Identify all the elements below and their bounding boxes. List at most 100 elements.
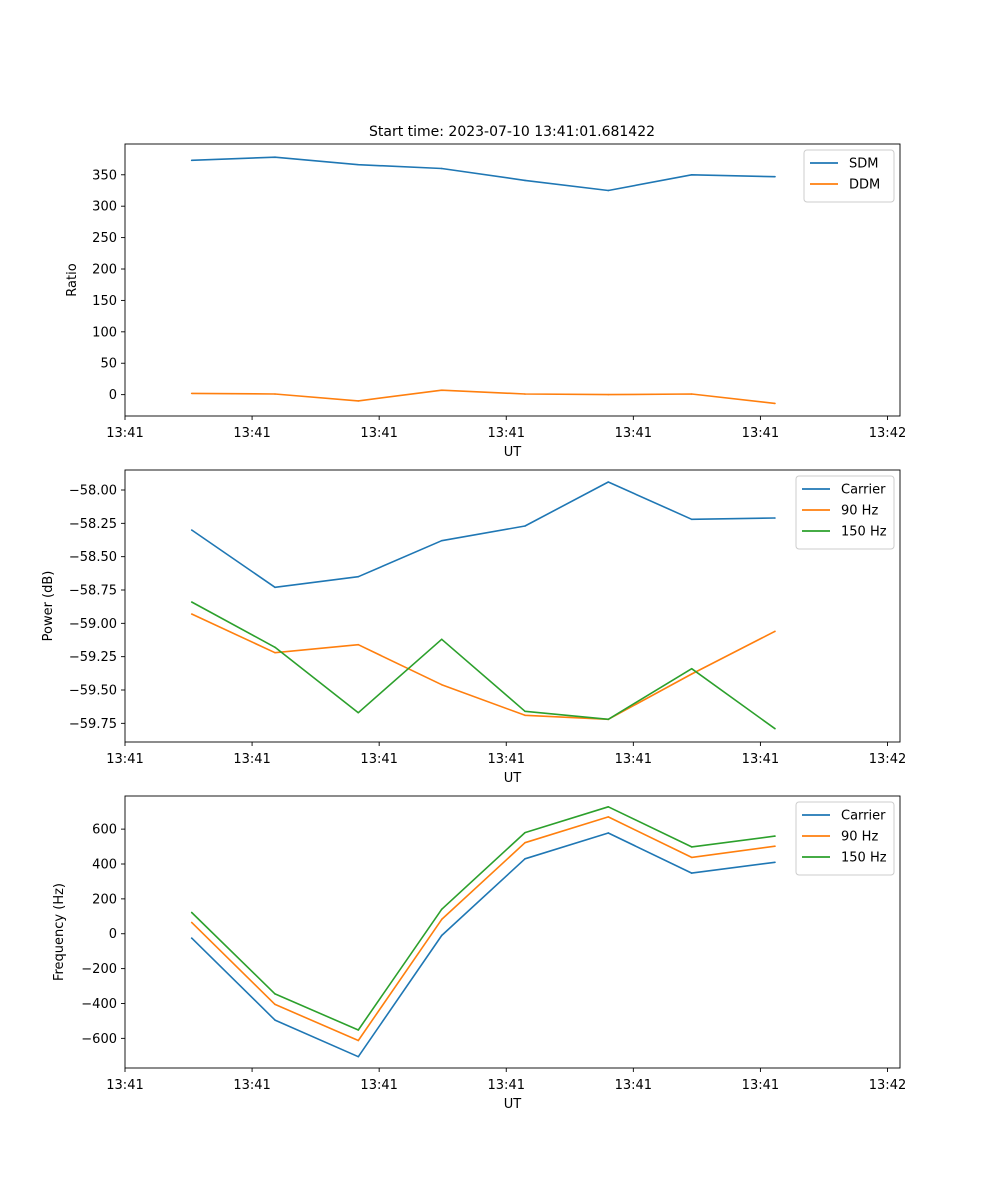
x-tick-label: 13:41 xyxy=(106,752,143,767)
y-tick-label: −200 xyxy=(81,962,117,977)
x-tick-label: 13:42 xyxy=(869,752,906,767)
data-point-carrier xyxy=(607,481,610,483)
y-tick-label: 300 xyxy=(92,200,117,215)
y-tick-label: −400 xyxy=(81,997,117,1012)
data-point-carrier xyxy=(690,518,693,521)
data-point-carrier xyxy=(774,517,776,519)
series-sdm xyxy=(190,156,776,192)
data-point-150-hz xyxy=(190,911,193,914)
data-point-sdm xyxy=(607,189,610,192)
series-carrier xyxy=(190,481,776,589)
x-axis-label: UT xyxy=(504,445,522,460)
legend: Carrier 90 Hz 150 Hz xyxy=(795,801,895,876)
legend: Carrier 90 Hz 150 Hz xyxy=(795,475,895,550)
y-axis-label: Ratio xyxy=(65,263,80,296)
data-point-carrier xyxy=(774,861,776,864)
data-point-ddm xyxy=(774,402,776,405)
y-axis-label: Frequency (Hz) xyxy=(52,883,67,981)
data-point-90-hz xyxy=(690,856,693,859)
legend-label-carrier: Carrier xyxy=(841,483,886,498)
data-point-ddm xyxy=(690,393,693,395)
data-point-ddm xyxy=(440,389,443,392)
data-point-carrier xyxy=(274,1019,276,1021)
y-tick-label: 350 xyxy=(92,168,117,183)
data-point-carrier xyxy=(274,586,276,589)
data-point-ddm xyxy=(524,393,526,395)
data-point-150-hz xyxy=(607,806,610,808)
x-tick-label: 13:41 xyxy=(615,426,652,441)
y-tick-label: 0 xyxy=(109,927,117,942)
data-point-90-hz xyxy=(774,845,776,848)
y-tick-label: 200 xyxy=(92,892,117,907)
data-point-150-hz xyxy=(274,993,276,995)
data-point-90-hz xyxy=(440,683,443,686)
data-point-150-hz xyxy=(440,908,443,911)
y-tick-label: 600 xyxy=(92,823,117,838)
y-tick-label: −58.25 xyxy=(69,517,117,532)
data-point-90-hz xyxy=(607,816,610,818)
x-tick-label: 13:41 xyxy=(233,426,270,441)
data-point-sdm xyxy=(774,175,776,178)
y-tick-label: −58.00 xyxy=(69,484,117,499)
data-point-150-hz xyxy=(357,711,360,714)
x-tick-label: 13:41 xyxy=(233,1078,270,1093)
data-point-90-hz xyxy=(357,643,360,646)
data-point-carrier xyxy=(190,937,193,939)
y-tick-label: −59.75 xyxy=(69,717,117,732)
axes-frame xyxy=(124,469,901,743)
x-tick-label: 13:41 xyxy=(360,426,397,441)
data-point-150-hz xyxy=(774,835,776,837)
y-tick-label: −58.75 xyxy=(69,584,117,599)
data-point-150-hz xyxy=(690,846,693,848)
data-point-90-hz xyxy=(774,630,776,633)
data-point-150-hz xyxy=(440,638,443,641)
data-point-150-hz xyxy=(357,1029,360,1031)
data-point-150-hz xyxy=(190,601,193,603)
series-90-hz xyxy=(190,613,776,721)
y-tick-label: −600 xyxy=(81,1032,117,1047)
series-150-hz xyxy=(190,601,776,730)
data-point-ddm xyxy=(274,393,276,395)
y-tick-label: 400 xyxy=(92,858,117,873)
y-axis-label: Power (dB) xyxy=(41,571,56,642)
series-line-sdm xyxy=(191,156,776,192)
data-point-carrier xyxy=(524,857,526,860)
data-point-sdm xyxy=(274,156,276,158)
x-axis-label: UT xyxy=(504,1097,522,1112)
data-point-carrier xyxy=(190,529,193,531)
series-line-150-hz xyxy=(191,805,776,1031)
data-point-carrier xyxy=(524,525,526,527)
data-point-90-hz xyxy=(524,714,526,717)
x-tick-label: 13:41 xyxy=(233,752,270,767)
legend-label-150-hz: 150 Hz xyxy=(841,525,887,540)
data-point-90-hz xyxy=(357,1039,360,1042)
data-point-ddm xyxy=(607,393,610,396)
series-line-carrier xyxy=(191,832,776,1058)
legend-label-90-hz: 90 Hz xyxy=(841,830,878,845)
x-tick-label: 13:42 xyxy=(869,426,906,441)
series-150-hz xyxy=(190,805,776,1031)
x-tick-label: 13:41 xyxy=(106,426,143,441)
x-tick-label: 13:41 xyxy=(742,1078,779,1093)
x-tick-label: 13:41 xyxy=(488,426,525,441)
data-point-carrier xyxy=(440,934,443,937)
data-point-ddm xyxy=(357,400,360,402)
panels: 13:41 13:41 13:41 13:41 13:41 13:41 13:42 0 50 10… xyxy=(41,143,906,1112)
data-point-150-hz xyxy=(690,667,693,670)
y-tick-label: 50 xyxy=(100,357,117,372)
figure-title: Start time: 2023-07-10 13:41:01.681422 xyxy=(369,124,655,140)
data-point-ddm xyxy=(190,392,193,395)
panel-1: 13:41 13:41 13:41 13:41 13:41 13:41 13:42 0 50 10… xyxy=(65,143,906,460)
legend-label-90-hz: 90 Hz xyxy=(841,504,878,519)
y-tick-label: −59.50 xyxy=(69,684,117,699)
y-tick-label: 150 xyxy=(92,294,117,309)
series-ddm xyxy=(190,389,776,405)
panel-3: 13:41 13:41 13:41 13:41 13:41 13:41 13:42 −600 −… xyxy=(52,795,906,1112)
data-point-150-hz xyxy=(524,831,526,834)
series-line-ddm xyxy=(191,389,776,405)
x-tick-label: 13:41 xyxy=(615,1078,652,1093)
data-point-90-hz xyxy=(190,921,193,924)
x-tick-label: 13:41 xyxy=(742,752,779,767)
data-point-sdm xyxy=(690,173,693,176)
y-tick-label: 100 xyxy=(92,325,117,340)
